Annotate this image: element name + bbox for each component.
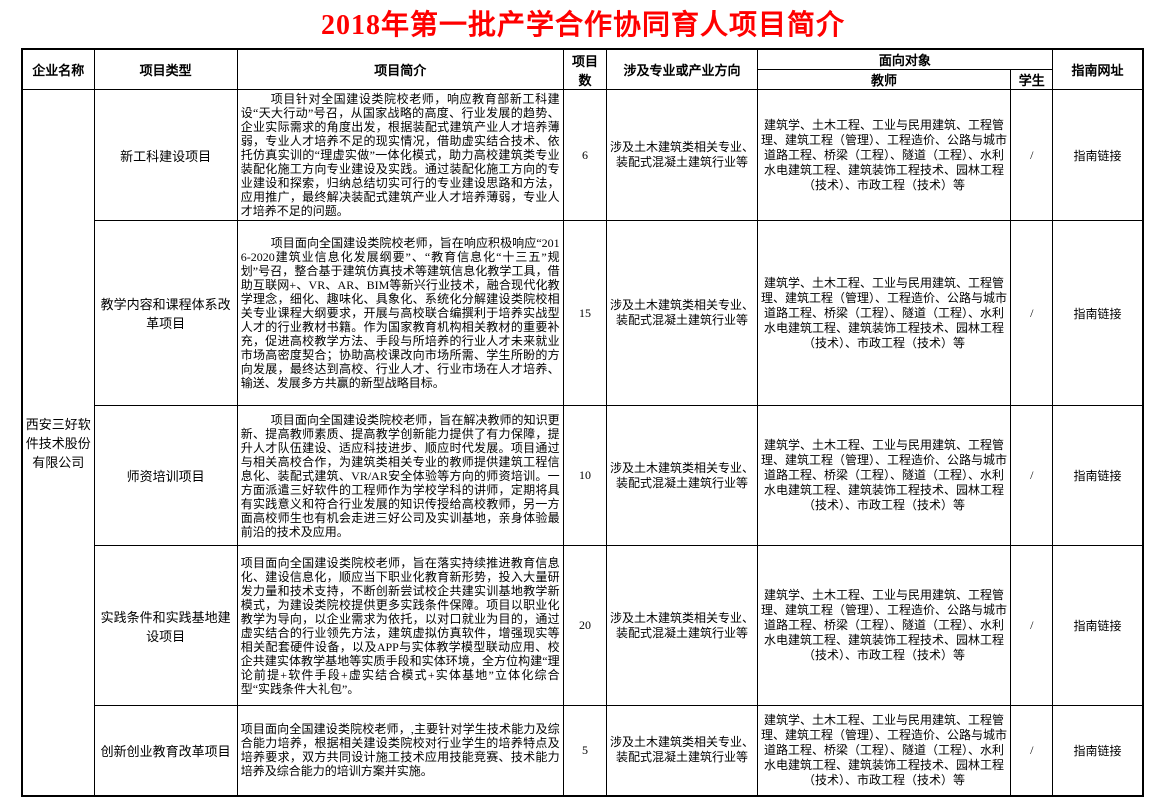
project-count-cell: 6 — [562, 89, 608, 221]
header-audience: 面向对象 — [756, 48, 1054, 70]
teachers-cell: 建筑学、土木工程、工业与民用建筑、工程管理、建筑工程（管理）、工程造价、公路与城… — [756, 545, 1012, 706]
table-row: 教学内容和课程体系改革项目 项目面向全国建设类院校老师，旨在响应积极响应“201… — [22, 220, 1144, 406]
students-cell: / — [1010, 545, 1054, 706]
teachers-cell: 建筑学、土木工程、工业与民用建筑、工程管理、建筑工程（管理）、工程造价、公路与城… — [756, 220, 1012, 406]
project-intro-text: 项目面向全国建设类院校老师，旨在响应积极响应“2016-2020建筑业信息化发展… — [240, 236, 560, 390]
project-count-cell: 15 — [562, 220, 608, 406]
majors-cell: 涉及土木建筑类相关专业、装配式混凝土建筑行业等 — [606, 405, 758, 546]
guide-link[interactable]: 指南链接 — [1052, 545, 1144, 706]
header-project-type: 项目类型 — [93, 48, 238, 90]
header-students: 学生 — [1010, 69, 1054, 90]
guide-link[interactable]: 指南链接 — [1052, 405, 1144, 546]
majors-cell: 涉及土木建筑类相关专业、装配式混凝土建筑行业等 — [606, 89, 758, 221]
majors-cell: 涉及土木建筑类相关专业、装配式混凝土建筑行业等 — [606, 220, 758, 406]
students-cell: / — [1010, 220, 1054, 406]
header-project-count: 项目数 — [562, 48, 608, 90]
project-count-cell: 20 — [562, 545, 608, 706]
project-type-cell: 教学内容和课程体系改革项目 — [93, 220, 238, 406]
project-intro-text: 项目面向全国建设类院校老师，旨在落实持续推进教育信息化、建设信息化，顺应当下职业… — [240, 555, 560, 696]
guide-link[interactable]: 指南链接 — [1052, 220, 1144, 406]
guide-link[interactable]: 指南链接 — [1052, 705, 1144, 796]
header-company: 企业名称 — [21, 48, 95, 90]
table-row: 创新创业教育改革项目 项目面向全国建设类院校老师，,主要针对学生技术能力及综合能… — [22, 705, 1144, 796]
students-cell: / — [1010, 705, 1054, 796]
header-teachers: 教师 — [756, 69, 1012, 90]
majors-cell: 涉及土木建筑类相关专业、装配式混凝土建筑行业等 — [606, 545, 758, 706]
project-intro-cell: 项目面向全国建设类院校老师，旨在落实持续推进教育信息化、建设信息化，顺应当下职业… — [236, 545, 564, 706]
students-cell: / — [1010, 89, 1054, 221]
project-intro-text: 项目针对全国建设类院校老师，响应教育部新工科建设“天大行动”号召，从国家战略的高… — [240, 92, 560, 218]
table-row: 师资培训项目 项目面向全国建设类院校老师，旨在解决教师的知识更新、提高教师素质、… — [22, 405, 1144, 546]
header-project-intro: 项目简介 — [236, 48, 564, 90]
project-intro-cell: 项目面向全国建设类院校老师，旨在响应积极响应“2016-2020建筑业信息化发展… — [236, 220, 564, 406]
project-intro-text: 项目面向全国建设类院校老师，旨在解决教师的知识更新、提高教师素质、提高教学创新能… — [240, 412, 560, 539]
teachers-cell: 建筑学、土木工程、工业与民用建筑、工程管理、建筑工程（管理）、工程造价、公路与城… — [756, 705, 1012, 796]
teachers-cell: 建筑学、土木工程、工业与民用建筑、工程管理、建筑工程（管理）、工程造价、公路与城… — [756, 405, 1012, 546]
project-intro-cell: 项目针对全国建设类院校老师，响应教育部新工科建设“天大行动”号召，从国家战略的高… — [236, 89, 564, 221]
majors-cell: 涉及土木建筑类相关专业、装配式混凝土建筑行业等 — [606, 705, 758, 796]
project-count-cell: 10 — [562, 405, 608, 546]
projects-table: 企业名称 项目类型 项目简介 项目数 涉及专业或产业方向 面向对象 指南网址 教… — [21, 48, 1144, 797]
header-majors: 涉及专业或产业方向 — [606, 48, 758, 90]
project-type-cell: 新工科建设项目 — [93, 89, 238, 221]
project-type-cell: 创新创业教育改革项目 — [93, 705, 238, 796]
table-row: 实践条件和实践基地建设项目 项目面向全国建设类院校老师，旨在落实持续推进教育信息… — [22, 545, 1144, 706]
students-cell: / — [1010, 405, 1054, 546]
teachers-cell: 建筑学、土木工程、工业与民用建筑、工程管理、建筑工程（管理）、工程造价、公路与城… — [756, 89, 1012, 221]
guide-link[interactable]: 指南链接 — [1052, 89, 1144, 221]
header-guide-url: 指南网址 — [1052, 48, 1144, 90]
page-title: 2018年第一批产学合作协同育人项目简介 — [320, 10, 845, 41]
table-row: 西安三好软件技术股份有限公司 新工科建设项目 项目针对全国建设类院校老师，响应教… — [21, 89, 1144, 796]
project-intro-cell: 项目面向全国建设类院校老师，,主要针对学生技术能力及综合能力培养，根据相关建设类… — [236, 705, 564, 796]
company-name-cell: 西安三好软件技术股份有限公司 — [21, 89, 95, 796]
project-intro-cell: 项目面向全国建设类院校老师，旨在解决教师的知识更新、提高教师素质、提高教学创新能… — [236, 405, 564, 546]
project-type-cell: 实践条件和实践基地建设项目 — [93, 545, 238, 706]
project-count-cell: 5 — [562, 705, 608, 796]
project-type-cell: 师资培训项目 — [93, 405, 238, 546]
project-intro-text: 项目面向全国建设类院校老师，,主要针对学生技术能力及综合能力培养，根据相关建设类… — [240, 722, 560, 779]
